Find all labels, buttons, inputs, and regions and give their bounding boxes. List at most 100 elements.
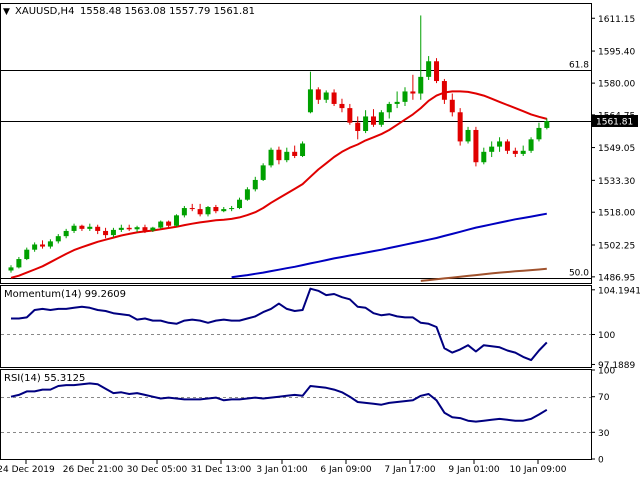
candle[interactable] xyxy=(489,141,495,158)
candle[interactable] xyxy=(205,205,211,217)
candle[interactable] xyxy=(331,89,337,107)
candle[interactable] xyxy=(268,147,274,168)
y-tick-label: 1611.15 xyxy=(598,15,635,25)
candle[interactable] xyxy=(110,227,116,238)
candle[interactable] xyxy=(32,242,38,252)
candle[interactable] xyxy=(449,93,455,117)
candle[interactable] xyxy=(339,98,345,113)
candle[interactable] xyxy=(426,56,432,80)
candle[interactable] xyxy=(434,58,440,84)
x-tick-label: 10 Jan 09:00 xyxy=(510,465,567,475)
candle[interactable] xyxy=(307,71,313,114)
candle[interactable] xyxy=(363,110,369,134)
candle-body xyxy=(16,259,22,268)
candle[interactable] xyxy=(370,109,376,127)
candle[interactable] xyxy=(292,145,298,159)
candle[interactable] xyxy=(244,187,250,201)
candle-body xyxy=(536,127,542,140)
candle[interactable] xyxy=(323,90,329,103)
candle-body xyxy=(497,141,503,147)
x-tick-label: 3 Jan 01:00 xyxy=(256,465,308,475)
candle[interactable] xyxy=(79,224,85,231)
candle[interactable] xyxy=(63,228,69,239)
candle[interactable] xyxy=(355,116,361,140)
rsi-line xyxy=(10,382,548,423)
candle[interactable] xyxy=(504,139,510,154)
candle[interactable] xyxy=(134,225,140,232)
candle-body xyxy=(544,120,550,128)
candle[interactable] xyxy=(536,122,542,142)
candle[interactable] xyxy=(441,78,447,104)
candle-body xyxy=(47,241,53,247)
candle[interactable] xyxy=(260,163,266,181)
candle-body xyxy=(95,226,101,231)
y-tick-label: 97.1889 xyxy=(598,361,635,371)
candle[interactable] xyxy=(402,87,408,107)
candle[interactable] xyxy=(347,103,353,125)
candle[interactable] xyxy=(213,204,219,214)
candle[interactable] xyxy=(24,247,30,261)
candle[interactable] xyxy=(481,147,487,165)
candle[interactable] xyxy=(520,145,526,156)
candle-body xyxy=(441,81,447,100)
candle[interactable] xyxy=(126,224,132,231)
y-tick-label: 70 xyxy=(598,393,610,403)
candle-body xyxy=(166,221,172,226)
candle[interactable] xyxy=(410,74,416,100)
candle-body xyxy=(181,208,187,216)
candle-body xyxy=(229,208,235,210)
candle[interactable] xyxy=(197,203,203,217)
candle-body xyxy=(426,61,432,77)
candle[interactable] xyxy=(16,256,22,269)
candle[interactable] xyxy=(418,15,424,100)
candle[interactable] xyxy=(252,176,258,192)
candle[interactable] xyxy=(71,223,77,234)
candle-body xyxy=(292,151,298,156)
x-tick-label: 24 Dec 2019 xyxy=(0,465,55,475)
candle[interactable] xyxy=(300,141,306,158)
candle[interactable] xyxy=(95,224,101,235)
candle[interactable] xyxy=(8,265,14,273)
y-tick-label: 1595.40 xyxy=(598,48,635,58)
candle[interactable] xyxy=(315,87,321,104)
candle[interactable] xyxy=(497,137,503,152)
momentum-panel-frame xyxy=(0,285,592,368)
candle-body xyxy=(386,103,392,113)
candle[interactable] xyxy=(47,239,53,249)
candle[interactable] xyxy=(87,223,93,231)
candle-body xyxy=(150,227,156,231)
candle[interactable] xyxy=(142,224,148,234)
y-tick-label: 100 xyxy=(598,331,615,341)
candle[interactable] xyxy=(166,220,172,228)
candle[interactable] xyxy=(512,147,518,158)
candle[interactable] xyxy=(118,224,124,232)
candle[interactable] xyxy=(40,240,46,249)
candle[interactable] xyxy=(55,234,61,244)
candle[interactable] xyxy=(173,214,179,227)
y-tick-label: 100 xyxy=(598,367,615,377)
candle[interactable] xyxy=(528,137,534,153)
candle[interactable] xyxy=(221,207,227,213)
candle[interactable] xyxy=(237,197,243,210)
candle[interactable] xyxy=(457,108,463,146)
x-tick-label: 30 Dec 05:00 xyxy=(127,465,188,475)
candle[interactable] xyxy=(103,227,109,239)
candle[interactable] xyxy=(378,110,384,127)
candle[interactable] xyxy=(394,91,400,109)
candle-body xyxy=(134,227,140,230)
candle[interactable] xyxy=(386,101,392,119)
candle[interactable] xyxy=(276,146,282,165)
candle[interactable] xyxy=(158,220,164,229)
candle-body xyxy=(24,249,30,260)
candle[interactable] xyxy=(544,118,550,130)
candle[interactable] xyxy=(473,126,479,167)
candle[interactable] xyxy=(284,147,290,163)
candle[interactable] xyxy=(150,226,156,232)
candle[interactable] xyxy=(189,203,195,212)
candle[interactable] xyxy=(181,205,187,218)
candle-body xyxy=(339,103,345,109)
candle[interactable] xyxy=(465,126,471,144)
candle[interactable] xyxy=(229,205,235,212)
